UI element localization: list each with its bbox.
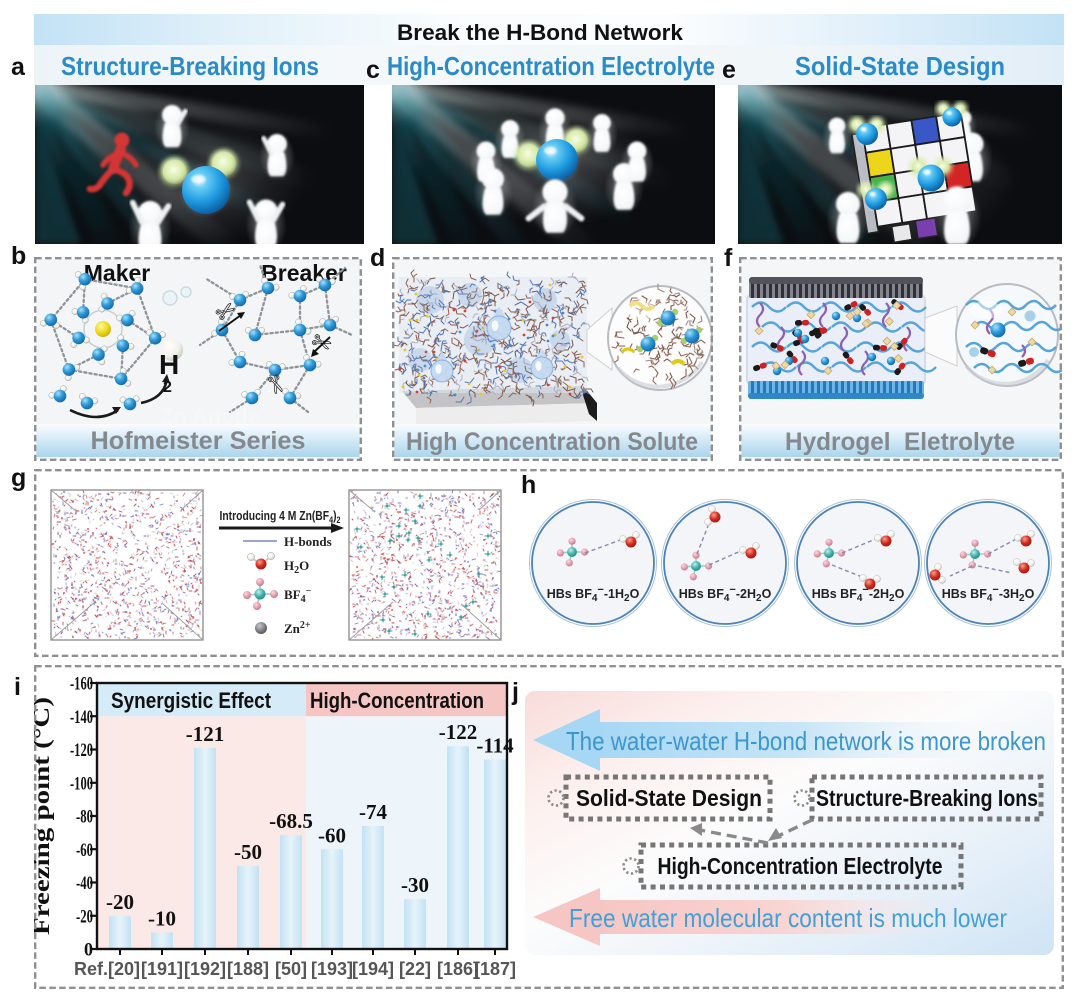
svg-text:Freezing point (°C): Freezing point (°C) bbox=[34, 697, 54, 935]
svg-text:-80: -80 bbox=[76, 807, 93, 828]
svg-text:-114: -114 bbox=[476, 733, 514, 757]
svg-text:-50: -50 bbox=[234, 840, 262, 864]
svg-text:The water-water H-bond network: The water-water H-bond network is more b… bbox=[566, 726, 1046, 756]
svg-text:Synergistic Effect: Synergistic Effect bbox=[111, 688, 272, 713]
svg-text:0: 0 bbox=[84, 940, 93, 961]
svg-text:High Concentration Solute: High Concentration Solute bbox=[406, 428, 698, 456]
svg-text:BF4−: BF4− bbox=[284, 586, 312, 605]
svg-text:[187]: [187] bbox=[474, 959, 516, 979]
svg-text:-10: -10 bbox=[148, 906, 176, 930]
svg-text:-120: -120 bbox=[70, 740, 93, 761]
svg-text:High-Concentration: High-Concentration bbox=[310, 688, 484, 713]
svg-text:-20: -20 bbox=[76, 906, 93, 927]
svg-text:HBs BF4−-1H2O: HBs BF4−-1H2O bbox=[547, 584, 640, 604]
svg-text:Introducing 4 M Zn(BF4)2: Introducing 4 M Zn(BF4)2 bbox=[220, 508, 341, 525]
svg-text:-122: -122 bbox=[439, 720, 478, 744]
svg-text:Solid-State Design: Solid-State Design bbox=[795, 51, 1005, 81]
svg-text:[192]: [192] bbox=[184, 959, 226, 979]
svg-text:Solid-State Design: Solid-State Design bbox=[576, 785, 762, 811]
svg-text:Hydrogel Eletrolyte: Hydrogel Eletrolyte bbox=[785, 428, 1015, 456]
svg-text:Structure-Breaking Ions: Structure-Breaking Ions bbox=[816, 785, 1038, 811]
svg-text:-74: -74 bbox=[359, 800, 387, 824]
svg-text:Ref.[20]: Ref.[20] bbox=[74, 959, 140, 979]
svg-text:[50]: [50] bbox=[275, 959, 307, 979]
svg-text:Free water molecular content i: Free water molecular content is much low… bbox=[569, 903, 1007, 933]
svg-text:Hofmeister Series: Hofmeister Series bbox=[91, 427, 306, 455]
svg-text:-100: -100 bbox=[70, 773, 93, 794]
svg-text:-68.5: -68.5 bbox=[269, 809, 313, 833]
svg-text:[193]: [193] bbox=[311, 959, 353, 979]
svg-text:2: 2 bbox=[163, 379, 172, 396]
svg-text:H: H bbox=[159, 349, 179, 380]
svg-text:High-Concentration Electrolyte: High-Concentration Electrolyte bbox=[658, 853, 943, 879]
svg-text:-20: -20 bbox=[106, 890, 134, 914]
svg-text:-60: -60 bbox=[318, 823, 346, 847]
svg-text:-160: -160 bbox=[70, 674, 93, 695]
svg-text:[22]: [22] bbox=[399, 959, 431, 979]
svg-text:H-bonds: H-bonds bbox=[284, 534, 332, 549]
svg-text:H2O: H2O bbox=[284, 558, 309, 576]
svg-text:-140: -140 bbox=[70, 707, 93, 728]
svg-text:High-Concentration Electrolyte: High-Concentration Electrolyte bbox=[387, 51, 715, 81]
svg-text:-40: -40 bbox=[76, 873, 93, 894]
svg-text:HBs BF4−-3H2O: HBs BF4−-3H2O bbox=[942, 584, 1035, 604]
svg-text:-30: -30 bbox=[401, 873, 429, 897]
svg-text:[191]: [191] bbox=[141, 959, 183, 979]
svg-text:Zn2+: Zn2+ bbox=[284, 620, 311, 636]
svg-text:HBs BF4−-2H2O: HBs BF4−-2H2O bbox=[812, 584, 905, 604]
svg-text:Break the H-Bond Network: Break the H-Bond Network bbox=[397, 20, 684, 45]
svg-text:[194]: [194] bbox=[352, 959, 394, 979]
svg-text:HBs BF4−-2H2O: HBs BF4−-2H2O bbox=[679, 584, 772, 604]
svg-text:Structure-Breaking Ions: Structure-Breaking Ions bbox=[61, 51, 319, 81]
svg-text:-60: -60 bbox=[76, 840, 93, 861]
svg-text:-121: -121 bbox=[186, 722, 225, 746]
svg-text:[188]: [188] bbox=[227, 959, 269, 979]
svg-text:[186]: [186] bbox=[437, 959, 479, 979]
